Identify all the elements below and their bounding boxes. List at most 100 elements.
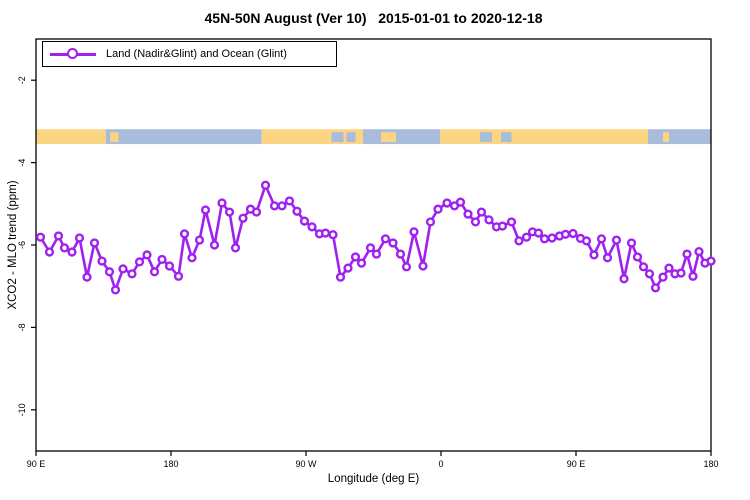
land-ocean-band-speckle [480, 132, 492, 143]
data-point [514, 236, 524, 246]
land-ocean-band-speckle [331, 132, 344, 143]
data-point [611, 235, 622, 245]
data-point [365, 243, 376, 253]
data-point [433, 204, 443, 214]
data-point [209, 240, 220, 250]
data-point [149, 267, 160, 277]
data-point [644, 269, 655, 279]
data-point [343, 263, 353, 273]
data-point [694, 246, 704, 257]
data-point [547, 233, 557, 243]
data-point [82, 272, 92, 282]
land-ocean-band-speckle [663, 132, 669, 143]
data-point [74, 233, 85, 243]
data-point [134, 257, 145, 267]
data-point [44, 247, 55, 257]
chart-title: 45N-50N August (Ver 10) 2015-01-01 to 20… [204, 10, 543, 26]
data-point [53, 231, 64, 241]
data-point [251, 207, 262, 217]
y-axis-title: XCO2 - MLO trend (ppm) [7, 180, 19, 310]
data-point [371, 249, 382, 259]
data-point [269, 201, 280, 211]
y-tick-label: -4 [17, 159, 27, 167]
data-point [682, 249, 692, 259]
data-point [602, 253, 613, 263]
land-ocean-band-segment [440, 129, 648, 145]
data-point [619, 274, 629, 284]
data-point [292, 206, 302, 216]
data-point [277, 201, 287, 211]
data-point [350, 252, 361, 262]
data-point [224, 207, 235, 217]
x-tick-label: 90 E [27, 459, 46, 469]
data-point [395, 249, 406, 259]
x-tick-label: 0 [438, 459, 443, 469]
data-point [506, 217, 517, 227]
data-point [164, 261, 175, 271]
data-point [401, 262, 412, 272]
data-point [179, 229, 190, 239]
data-point [97, 256, 107, 266]
data-point [157, 254, 167, 265]
legend: Land (Nadir&Glint) and Ocean (Glint) [42, 41, 337, 67]
data-point [89, 238, 100, 248]
data-point [380, 234, 391, 244]
land-ocean-band-segment [363, 129, 441, 145]
data-point [425, 217, 436, 227]
land-ocean-band-speckle [381, 132, 396, 143]
data-point [521, 232, 532, 242]
data-point [533, 228, 544, 238]
data-point [463, 209, 473, 219]
land-ocean-band-speckle [346, 132, 356, 143]
data-point [118, 264, 128, 274]
data-point [127, 269, 137, 279]
data-point [173, 271, 184, 281]
data-point [638, 262, 649, 272]
data-point [539, 234, 550, 244]
data-point [142, 250, 152, 260]
data-point [418, 261, 428, 271]
data-point [284, 196, 295, 206]
data-point [217, 198, 227, 208]
data-point [632, 252, 643, 262]
y-tick-label: -10 [17, 403, 27, 416]
data-point [470, 217, 481, 227]
data-point [187, 253, 197, 263]
legend-label: Land (Nadir&Glint) and Ocean (Glint) [106, 48, 287, 60]
data-point [676, 268, 686, 278]
land-ocean-band-segment [36, 129, 106, 145]
y-tick-label: -8 [17, 323, 27, 331]
land-ocean-band-speckle [110, 132, 119, 143]
data-point [299, 216, 310, 226]
land-ocean-band-speckle [501, 132, 512, 143]
y-tick-label: -6 [17, 241, 27, 249]
data-point [110, 285, 121, 295]
data-point [320, 228, 331, 238]
x-tick-label: 90 W [295, 459, 317, 469]
data-point [307, 222, 317, 232]
data-point [484, 215, 494, 225]
data-point [200, 205, 211, 215]
data-point [568, 228, 578, 239]
data-point [650, 283, 661, 293]
data-point [194, 235, 205, 245]
trend-line [39, 184, 713, 292]
data-point [238, 213, 248, 223]
data-point [455, 197, 466, 207]
data-point [560, 229, 571, 239]
data-point [581, 236, 592, 246]
data-point [658, 272, 668, 282]
data-point [35, 232, 46, 242]
data-point [356, 258, 367, 268]
data-point [59, 243, 70, 253]
land-ocean-band-segment [648, 129, 711, 145]
x-tick-label: 180 [703, 459, 718, 469]
data-point [589, 250, 599, 260]
x-axis-title: Longitude (deg E) [327, 473, 420, 485]
data-point [388, 238, 398, 248]
data-point [626, 238, 637, 248]
data-point [328, 230, 338, 240]
legend-line-marker-icon [50, 48, 96, 60]
